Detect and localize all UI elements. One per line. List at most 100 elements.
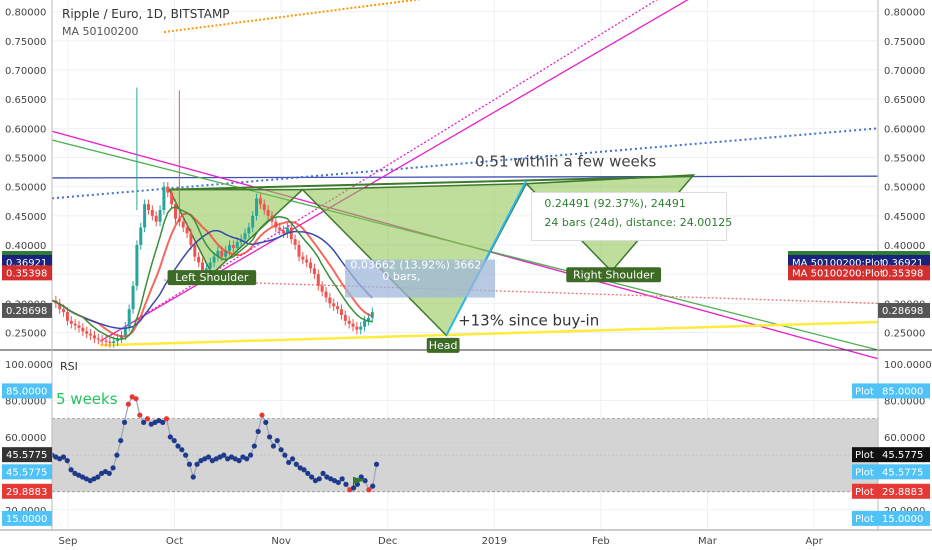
ma-plot-tag-label: MA 50100200:Plot [792,258,884,269]
candle [301,256,305,260]
rsi-point [160,419,166,425]
candle [243,233,247,240]
ma-indicator-label: MA 50100200 [62,25,139,38]
rsi-plot-tag [852,483,878,499]
candle [247,227,251,234]
candle [351,323,355,327]
rsi-point [301,467,307,473]
candle [251,215,255,228]
candle [224,250,228,257]
last-price-box [2,302,52,318]
candle [309,262,313,269]
candle [189,233,193,245]
candle [370,312,374,318]
candle [173,204,177,219]
rsi-right-box-label: 15.0000 [882,514,923,525]
rsi-left-box [2,447,52,463]
rsi-right-tick: 60.0000 [884,433,925,444]
candle [262,204,266,210]
candle [62,309,66,313]
candle [343,315,347,321]
candle [220,250,224,257]
candle [355,326,359,330]
rsi-plot-tag [852,447,878,463]
rsi-left-box-label: 45.5775 [6,467,47,478]
right-price-tick: 0.70000 [884,66,925,77]
rsi-right-box-label: 29.8883 [882,487,923,498]
right-price-tick: 0.65000 [884,95,925,106]
rsi-point [118,437,124,444]
rsi-point [114,452,120,458]
left-price-tick: 0.55000 [5,154,46,165]
candle [73,323,77,326]
right-price-tick: 0.80000 [884,8,925,19]
right-shoulder-label-bg [566,267,662,283]
rsi-point [293,461,299,467]
rsi-left-box [2,483,52,499]
rsi-point [305,470,311,476]
candle [197,256,201,263]
rsi-point [278,447,284,453]
candle [336,306,340,310]
candle [255,198,259,216]
rsi-right-box [878,464,930,480]
ma-green-line [51,206,373,341]
rsi-plot-tag-label: Plot [855,487,874,498]
rsi-left-box [2,383,52,399]
candle [320,285,324,292]
candle [278,227,282,231]
candle [123,326,127,336]
rsi-point [309,474,315,480]
rsi-point [171,437,177,444]
rsi-left-box-label: 45.5775 [6,450,47,461]
rsi-right-box [878,383,930,399]
rsi-left-tick: 100.0000 [5,360,53,371]
rsi-right-tick: 100.0000 [884,360,932,371]
candle [228,245,232,251]
candle [235,242,239,248]
candle [208,262,212,269]
right-shoulder-label: Right Shoulder [573,268,655,281]
last-price-label-right: 0.28698 [882,306,923,317]
time-tick: Oct [166,536,183,547]
candle [181,221,185,228]
rsi-point [316,476,322,482]
candle [154,215,158,222]
left-price-tick: 0.40000 [5,241,46,252]
candle [185,227,189,234]
candle [201,262,205,272]
rsi-point [236,458,242,464]
rsi-point [244,456,250,462]
left-price-tick: 0.60000 [5,124,46,135]
candle [85,331,89,334]
rsi-plot-tag [852,464,878,480]
rsi-plot-tag-label: Plot [855,386,874,397]
candle [204,268,208,272]
rsi-plot-tag-label: Plot [855,514,874,525]
candle [293,239,297,245]
measure-box-1 [345,259,496,298]
head-label-bg [426,337,460,353]
rsi-point [255,428,261,435]
candle [58,303,62,310]
rsi-band [52,418,878,492]
flag-icon [353,477,366,485]
rsi-point [60,454,67,460]
candle [193,245,197,257]
ma-value-label-right: 0.35398 [882,268,923,279]
candle [162,186,166,210]
candle [312,268,316,275]
rsi-point [289,456,296,462]
rsi-point [167,434,173,440]
rsi-point [137,412,143,418]
rsi-point [125,401,131,407]
rsi-point [110,465,116,471]
candle [131,285,135,310]
rsi-left-box [2,510,52,526]
rsi-right-tick: 80.0000 [884,397,925,408]
neckline [169,175,694,191]
candle [328,297,332,304]
rsi-point [183,452,189,458]
rsi-left-tick: 60.0000 [5,433,46,444]
left-price-tick: 0.70000 [5,66,46,77]
